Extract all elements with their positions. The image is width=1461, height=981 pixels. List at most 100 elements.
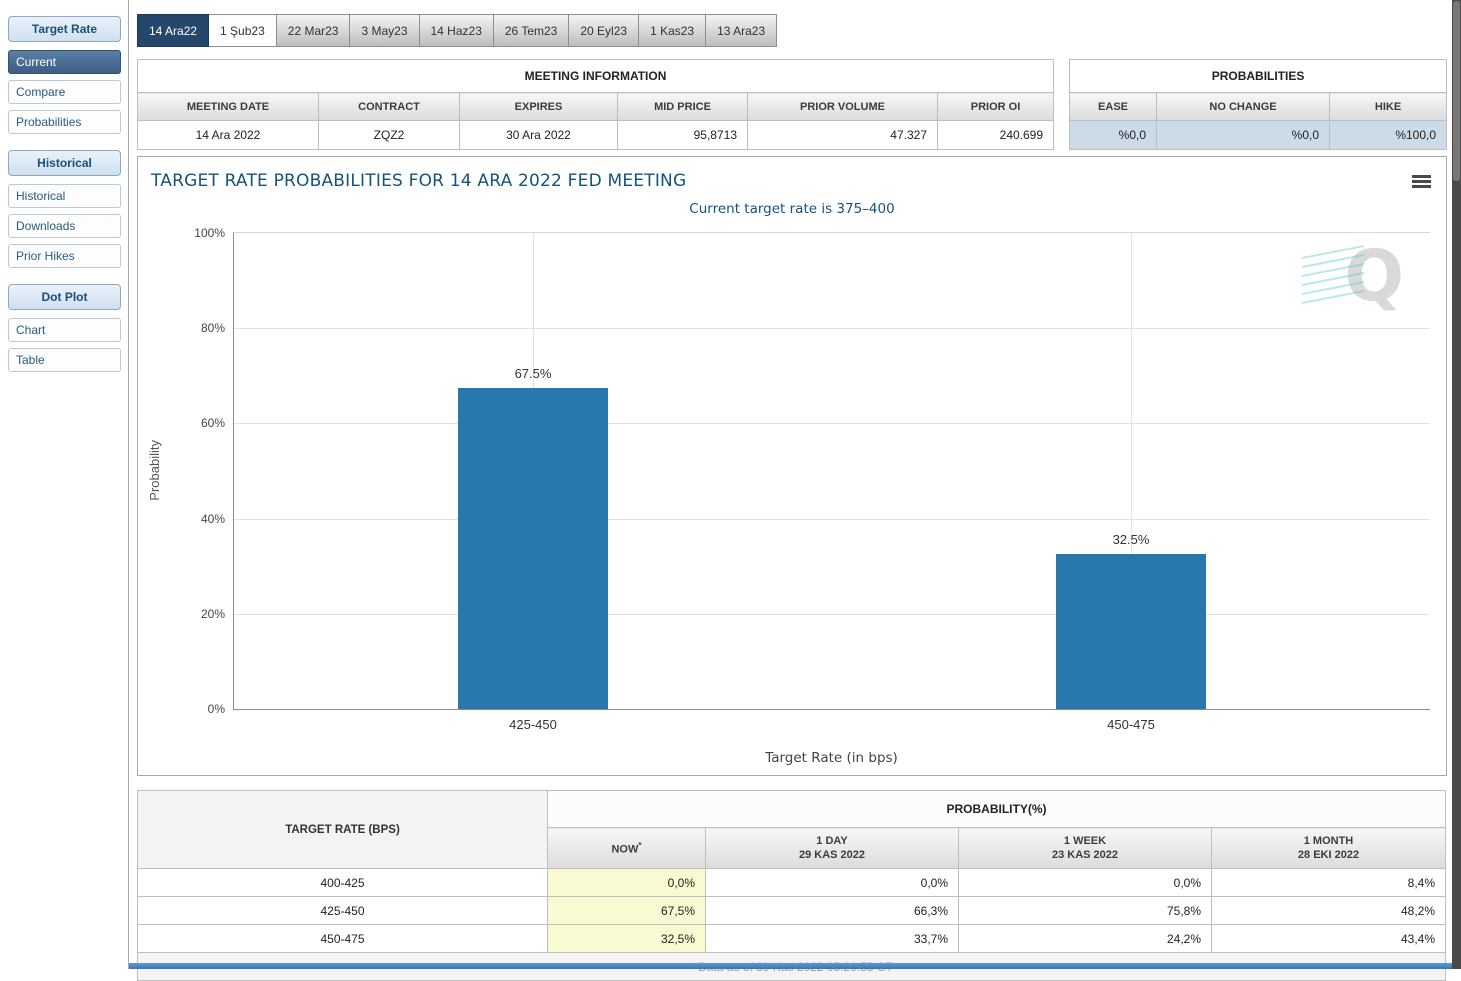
chart-subtitle: Current target rate is 375–400 xyxy=(689,201,895,217)
horizontal-scrollbar[interactable] xyxy=(129,963,1452,969)
tab-22-mar23[interactable]: 22 Mar23 xyxy=(276,14,351,47)
contract-cell: ZQZ2 xyxy=(318,120,460,150)
prior-volume-header: PRIOR VOLUME xyxy=(747,92,938,121)
tab-1-kas23[interactable]: 1 Kas23 xyxy=(639,14,707,47)
sidebar-item-prior-hikes[interactable]: Prior Hikes xyxy=(8,244,121,268)
x-axis-title: Target Rate (in bps) xyxy=(765,750,898,766)
now-cell: 67,5% xyxy=(547,896,706,925)
y-tick-label: 100% xyxy=(194,226,225,240)
y-tick-label: 60% xyxy=(200,416,225,431)
tab-20-eyl23[interactable]: 20 Eyl23 xyxy=(569,14,640,47)
sidebar-section-dot-plot: Dot Plot Chart Table xyxy=(8,284,121,372)
probabilities-title: PROBABILITIES xyxy=(1069,59,1448,93)
chart-body: Probability Q 0% 20% 40% 60% 80% 100% 67.5% 425… xyxy=(147,226,1431,766)
table-row-425-450: 425-450 67,5% 66,3% 75,8% 48,2% xyxy=(137,896,1446,925)
info-row: MEETING INFORMATION MEETING DATE CONTRAC… xyxy=(136,59,1448,150)
bar-value-label: 67.5% xyxy=(514,365,552,381)
rate-cell: 425-450 xyxy=(137,896,548,925)
one-day-header: 1 DAY 29 KAS 2022 xyxy=(705,827,959,869)
tab-14-ara22[interactable]: 14 Ara22 xyxy=(137,14,210,47)
bottom-table-sub-header-row: NOW* 1 DAY 29 KAS 2022 1 WEEK 23 KAS 2022 … xyxy=(138,827,1446,869)
no-change-cell: %0,0 xyxy=(1156,120,1331,150)
meeting-date-header: MEETING DATE xyxy=(137,92,319,121)
ease-cell: %0,0 xyxy=(1069,120,1158,150)
sidebar-item-table[interactable]: Table xyxy=(8,348,121,372)
prior-volume-cell: 47.327 xyxy=(747,120,938,150)
chart-menu-icon[interactable] xyxy=(1412,173,1432,190)
sidebar-item-current[interactable]: Current xyxy=(8,50,121,74)
hike-header: HIKE xyxy=(1329,92,1448,121)
tab-14-haz23[interactable]: 14 Haz23 xyxy=(419,14,494,47)
y-gridline xyxy=(234,328,1431,330)
sidebar: Target Rate Current Compare Probabilitie… xyxy=(0,0,129,969)
probabilities-header-row: EASE NO CHANGE HIKE xyxy=(1069,92,1448,121)
mid-price-cell: 95,8713 xyxy=(617,120,748,150)
y-tick-label: 40% xyxy=(200,511,225,526)
one-day-cell: 66,3% xyxy=(705,896,959,925)
target-rate-bps-header: TARGET RATE (BPS) xyxy=(137,790,548,869)
sidebar-item-downloads[interactable]: Downloads xyxy=(8,214,121,238)
mid-price-header: MID PRICE xyxy=(617,92,748,121)
hike-cell: %100,0 xyxy=(1329,120,1448,150)
one-month-header: 1 MONTH 28 EKI 2022 xyxy=(1211,827,1446,869)
ease-header: EASE xyxy=(1069,92,1158,121)
rate-cell: 400-425 xyxy=(137,868,548,897)
y-axis-title: Probability xyxy=(147,439,162,501)
chart-header: TARGET RATE PROBABILITIES FOR 14 ARA 202… xyxy=(138,157,1446,193)
sidebar-header-target-rate: Target Rate xyxy=(8,16,121,42)
no-change-header: NO CHANGE xyxy=(1156,92,1331,121)
sidebar-item-historical[interactable]: Historical xyxy=(8,184,121,208)
probability-group-header: PROBABILITY(%) xyxy=(547,790,1446,828)
probability-history-table: TARGET RATE (BPS) PROBABILITY(%) NOW* 1 … xyxy=(137,790,1446,981)
one-week-cell: 24,2% xyxy=(958,924,1212,953)
y-tick-label: 20% xyxy=(200,606,225,621)
y-tick-label: 0% xyxy=(207,702,225,716)
one-week-cell: 0,0% xyxy=(958,868,1212,897)
y-gridline xyxy=(234,613,1431,615)
meeting-info-title: MEETING INFORMATION xyxy=(136,59,1055,93)
meeting-date-cell: 14 Ara 2022 xyxy=(137,120,319,150)
sidebar-item-compare[interactable]: Compare xyxy=(8,80,121,104)
vertical-scrollbar-thumb[interactable] xyxy=(1453,1,1460,181)
y-tick-label: 80% xyxy=(200,321,225,336)
x-category-label: 450-475 xyxy=(1107,717,1155,732)
rate-cell: 450-475 xyxy=(137,924,548,953)
chart-plot: Q 0% 20% 40% 60% 80% 100% 67.5% 425-450 32.5% 450… xyxy=(194,226,1431,732)
now-cell: 0,0% xyxy=(547,868,706,897)
sidebar-item-chart[interactable]: Chart xyxy=(8,318,121,342)
y-gridline xyxy=(234,518,1431,520)
sidebar-section-historical: Historical Historical Downloads Prior Hi… xyxy=(8,150,121,268)
meeting-tab-strip: 14 Ara22 1 Şub23 22 Mar23 3 May23 14 Haz… xyxy=(137,14,1447,47)
tab-3-may23[interactable]: 3 May23 xyxy=(350,14,420,47)
prior-oi-cell: 240.699 xyxy=(936,120,1055,150)
probabilities-table: PROBABILITIES EASE NO CHANGE HIKE %0,0 %… xyxy=(1069,59,1448,150)
one-week-cell: 75,8% xyxy=(958,896,1212,925)
sidebar-item-probabilities[interactable]: Probabilities xyxy=(8,110,121,134)
main-content: 14 Ara22 1 Şub23 22 Mar23 3 May23 14 Haz… xyxy=(129,0,1461,981)
quikstrike-watermark: Q xyxy=(1302,235,1405,317)
expires-cell: 30 Ara 2022 xyxy=(459,120,618,150)
one-month-cell: 8,4% xyxy=(1211,868,1446,897)
tab-13-ara23[interactable]: 13 Ara23 xyxy=(706,14,778,47)
one-month-cell: 43,4% xyxy=(1211,924,1446,953)
sidebar-header-historical: Historical xyxy=(8,150,121,176)
category-gridline xyxy=(1131,233,1133,709)
tab-26-tem23[interactable]: 26 Tem23 xyxy=(493,14,570,47)
x-category-label: 425-450 xyxy=(509,717,557,732)
one-week-header: 1 WEEK 23 KAS 2022 xyxy=(958,827,1212,869)
vertical-scrollbar[interactable] xyxy=(1452,0,1461,969)
probability-bar xyxy=(458,387,608,709)
probabilities-row: %0,0 %0,0 %100,0 xyxy=(1069,120,1448,150)
table-row-450-475: 450-475 32,5% 33,7% 24,2% 43,4% xyxy=(137,924,1446,953)
meeting-information-table: MEETING INFORMATION MEETING DATE CONTRAC… xyxy=(136,59,1055,150)
now-cell: 32,5% xyxy=(547,924,706,953)
meeting-info-row: 14 Ara 2022 ZQZ2 30 Ara 2022 95,8713 47.… xyxy=(137,120,1055,150)
tab-1-sub23[interactable]: 1 Şub23 xyxy=(209,14,277,47)
chart-panel: TARGET RATE PROBABILITIES FOR 14 ARA 202… xyxy=(137,156,1448,776)
one-month-cell: 48,2% xyxy=(1211,896,1446,925)
sidebar-header-dot-plot: Dot Plot xyxy=(8,284,121,310)
watermark-q-icon: Q xyxy=(1344,235,1405,317)
one-day-cell: 33,7% xyxy=(705,924,959,953)
y-gridline xyxy=(234,423,1431,425)
bottom-table-group-header-row: TARGET RATE (BPS) PROBABILITY(%) xyxy=(137,790,1446,869)
